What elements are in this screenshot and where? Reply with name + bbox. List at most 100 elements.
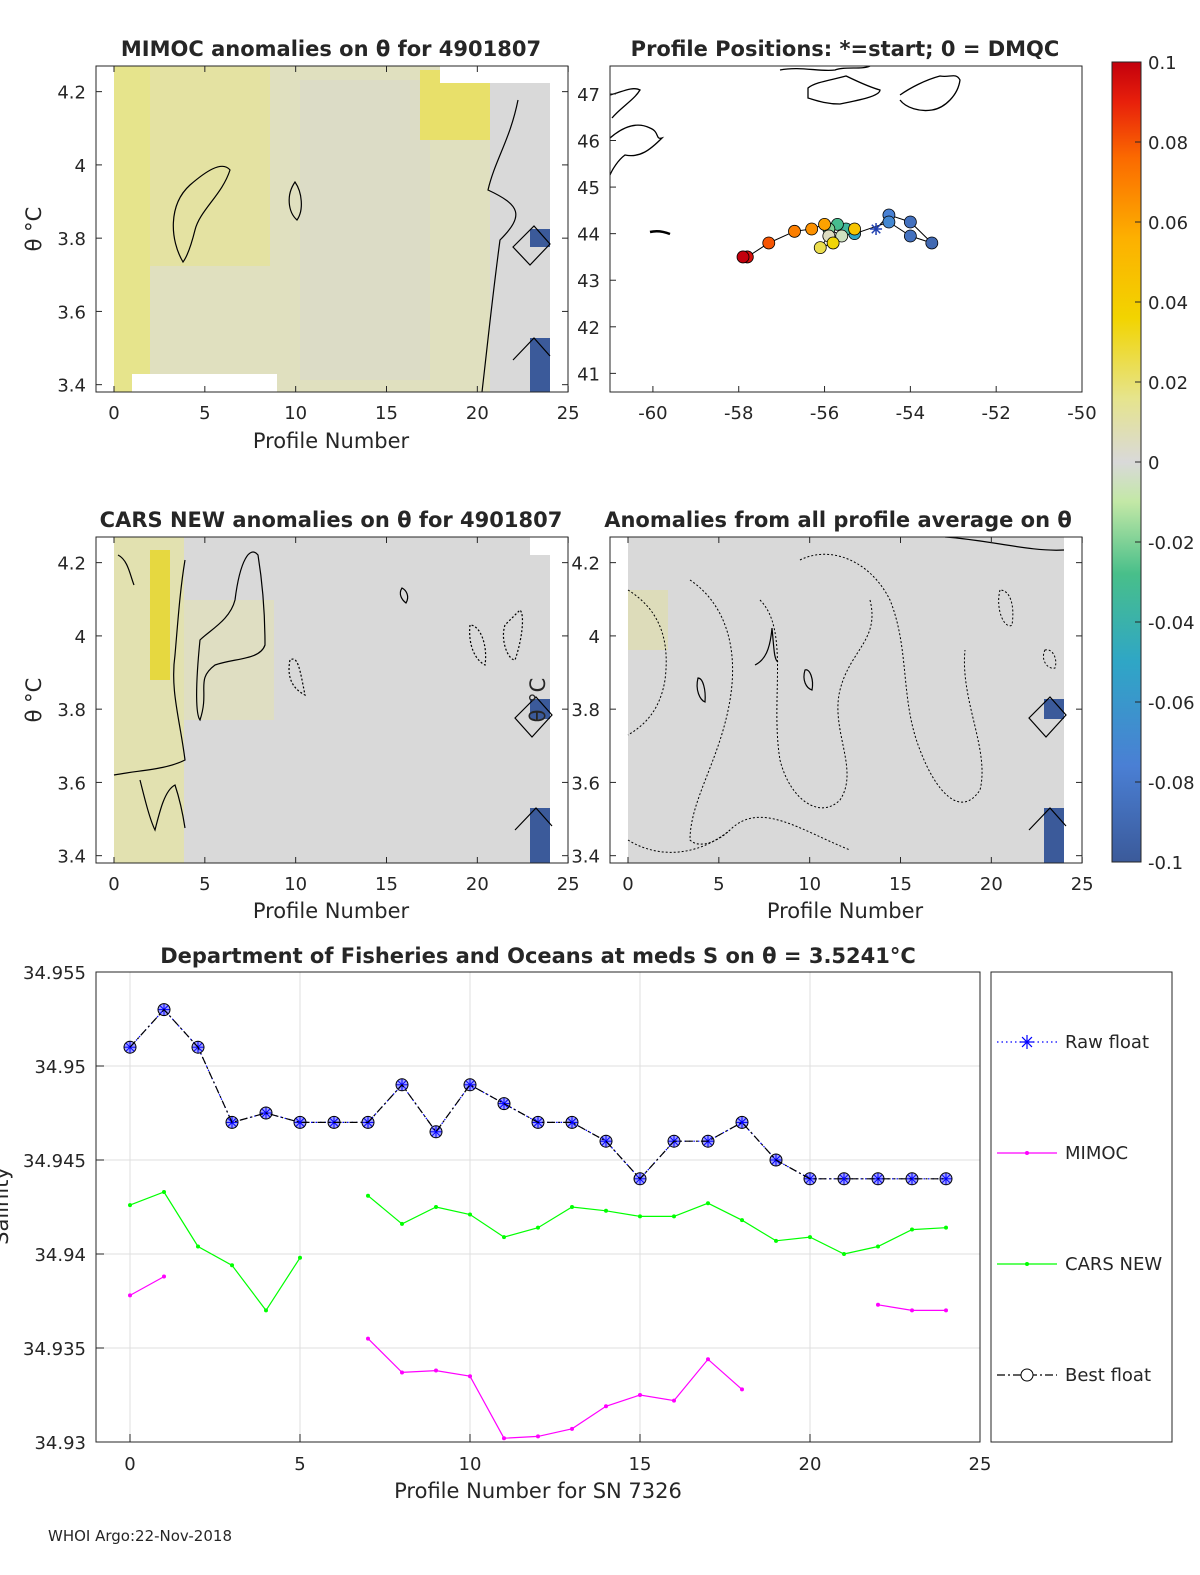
coastline-sable bbox=[649, 229, 671, 236]
data-point bbox=[672, 1214, 676, 1219]
legend-label: CARS NEW bbox=[1065, 1254, 1162, 1275]
x-tick-label: -54 bbox=[896, 403, 925, 424]
data-point bbox=[940, 1172, 952, 1185]
y-tick-label: 4 bbox=[589, 627, 600, 648]
data-point bbox=[400, 1370, 404, 1375]
cars-axes-box bbox=[95, 536, 569, 864]
data-point bbox=[706, 1357, 710, 1362]
cars-cell-low bbox=[530, 699, 550, 719]
salinity-chart: Department of Fisheries and Oceans at me… bbox=[0, 944, 1173, 1503]
data-point bbox=[468, 1212, 472, 1217]
mimoc-nodata-top bbox=[440, 66, 550, 83]
x-tick-label: 25 bbox=[557, 874, 580, 895]
mimoc-contour-a bbox=[172, 165, 231, 264]
y-tick-label: 4.2 bbox=[57, 83, 86, 104]
data-point bbox=[162, 1189, 166, 1194]
data-point bbox=[366, 1336, 370, 1341]
y-tick-label: 4.2 bbox=[57, 554, 86, 575]
cars-contour-d bbox=[196, 551, 266, 722]
data-point bbox=[842, 1252, 846, 1256]
data-point bbox=[944, 1225, 948, 1230]
profile-point-13 bbox=[826, 236, 840, 250]
data-point bbox=[395, 1078, 409, 1092]
avg-panel: Anomalies from all profile average on θ … bbox=[526, 508, 1094, 923]
data-point bbox=[672, 1398, 676, 1403]
coastline-2 bbox=[779, 66, 871, 72]
x-tick-label: 25 bbox=[1071, 874, 1094, 895]
salinity-series bbox=[123, 1003, 953, 1441]
data-point bbox=[502, 1235, 506, 1240]
colorbar-ticks: 0.1 0.08 0.06 0.04 0.02 0 -0.02 -0.04 -0.06 -0.08… bbox=[1135, 53, 1195, 874]
avg-ylabel: θ °C bbox=[526, 678, 550, 723]
x-tick-label: 5 bbox=[713, 874, 724, 895]
avg-contour-3 bbox=[759, 599, 873, 809]
profile-point-2 bbox=[903, 215, 917, 229]
avg-contour-solid-6 bbox=[1028, 807, 1067, 831]
x-tick-label: -58 bbox=[724, 403, 753, 424]
y-tick-label: 34.935 bbox=[23, 1339, 86, 1360]
data-point bbox=[735, 1115, 749, 1129]
legend-item-raw-float: Raw float bbox=[997, 1032, 1149, 1053]
cars-cell-low-bottom bbox=[530, 808, 550, 863]
data-point bbox=[633, 1172, 647, 1186]
profile-point-4 bbox=[903, 229, 917, 243]
profile-point-14 bbox=[848, 222, 861, 236]
series-best-float bbox=[123, 1003, 953, 1186]
coastline-3 bbox=[807, 75, 881, 105]
data-point bbox=[434, 1368, 438, 1373]
y-tick-label: 34.945 bbox=[23, 1151, 86, 1172]
profile-point-16 bbox=[805, 222, 819, 236]
data-point bbox=[293, 1115, 307, 1129]
cars-xlabel: Profile Number bbox=[253, 899, 410, 923]
y-tick-label: 3.6 bbox=[57, 773, 86, 794]
avg-contour-6 bbox=[998, 589, 1014, 627]
avg-x-axis: 0 5 10 15 20 25 bbox=[622, 537, 1094, 895]
data-point bbox=[162, 1274, 166, 1279]
colorbar: 0.1 0.08 0.06 0.04 0.02 0 -0.02 -0.04 -0.06 -0.08… bbox=[1111, 53, 1195, 874]
legend-marker bbox=[1021, 1036, 1033, 1048]
salinity-ylabel: Salinity bbox=[0, 1167, 13, 1245]
cars-contour-dotted-a bbox=[288, 658, 306, 697]
raw-star-stroke bbox=[737, 1117, 747, 1127]
profile-point-10 bbox=[835, 229, 849, 243]
data-point bbox=[123, 1040, 137, 1054]
data-point bbox=[604, 1208, 608, 1213]
salinity-x-axis: 0 5 10 15 20 25 bbox=[124, 1434, 991, 1475]
colorbar-tick-label: -0.1 bbox=[1148, 853, 1183, 874]
data-point bbox=[400, 1221, 404, 1226]
x-tick-label: 25 bbox=[557, 403, 580, 424]
cars-panel: CARS NEW anomalies on θ for 4901807 0 5 10… bbox=[22, 508, 580, 923]
y-tick-label: 34.95 bbox=[34, 1057, 86, 1078]
y-tick-label: 4.2 bbox=[571, 554, 600, 575]
cars-x-axis: 0 5 10 15 20 25 bbox=[108, 537, 580, 895]
x-tick-label: 0 bbox=[622, 874, 633, 895]
series-line bbox=[129, 1276, 165, 1296]
data-point bbox=[706, 1201, 710, 1206]
mimoc-xlabel: Profile Number bbox=[253, 429, 410, 453]
colorbar-tick-label: -0.04 bbox=[1148, 613, 1195, 634]
data-point bbox=[366, 1193, 370, 1198]
profile-point-20 bbox=[736, 250, 750, 264]
profile-point-3 bbox=[925, 236, 939, 250]
avg-axes-box bbox=[609, 536, 1083, 864]
coastline-4 bbox=[899, 75, 961, 112]
mimoc-contour-b bbox=[288, 180, 302, 221]
data-point bbox=[468, 1374, 472, 1379]
footer-stamp: WHOI Argo:22-Nov-2018 bbox=[48, 1527, 232, 1545]
cars-band-warm bbox=[114, 537, 184, 863]
avg-contour-7 bbox=[1042, 649, 1057, 669]
raw-star-stroke bbox=[601, 1136, 611, 1146]
mimoc-title: MIMOC anomalies on θ for 4901807 bbox=[121, 37, 541, 61]
y-tick-label: 3.8 bbox=[57, 700, 86, 721]
data-point bbox=[701, 1134, 715, 1148]
mimoc-axes-box bbox=[95, 65, 569, 393]
avg-contour-solid-3 bbox=[803, 669, 814, 691]
salinity-legend bbox=[990, 971, 1173, 1443]
y-tick-label: 43 bbox=[577, 271, 600, 292]
data-point bbox=[463, 1078, 477, 1092]
cars-contour-dotted-c bbox=[502, 609, 524, 661]
avg-heatmap bbox=[627, 537, 1067, 863]
data-point bbox=[157, 1003, 171, 1017]
y-tick-label: 4 bbox=[75, 627, 86, 648]
cars-y-axis: 3.4 3.6 3.8 4 4.2 bbox=[57, 554, 568, 868]
